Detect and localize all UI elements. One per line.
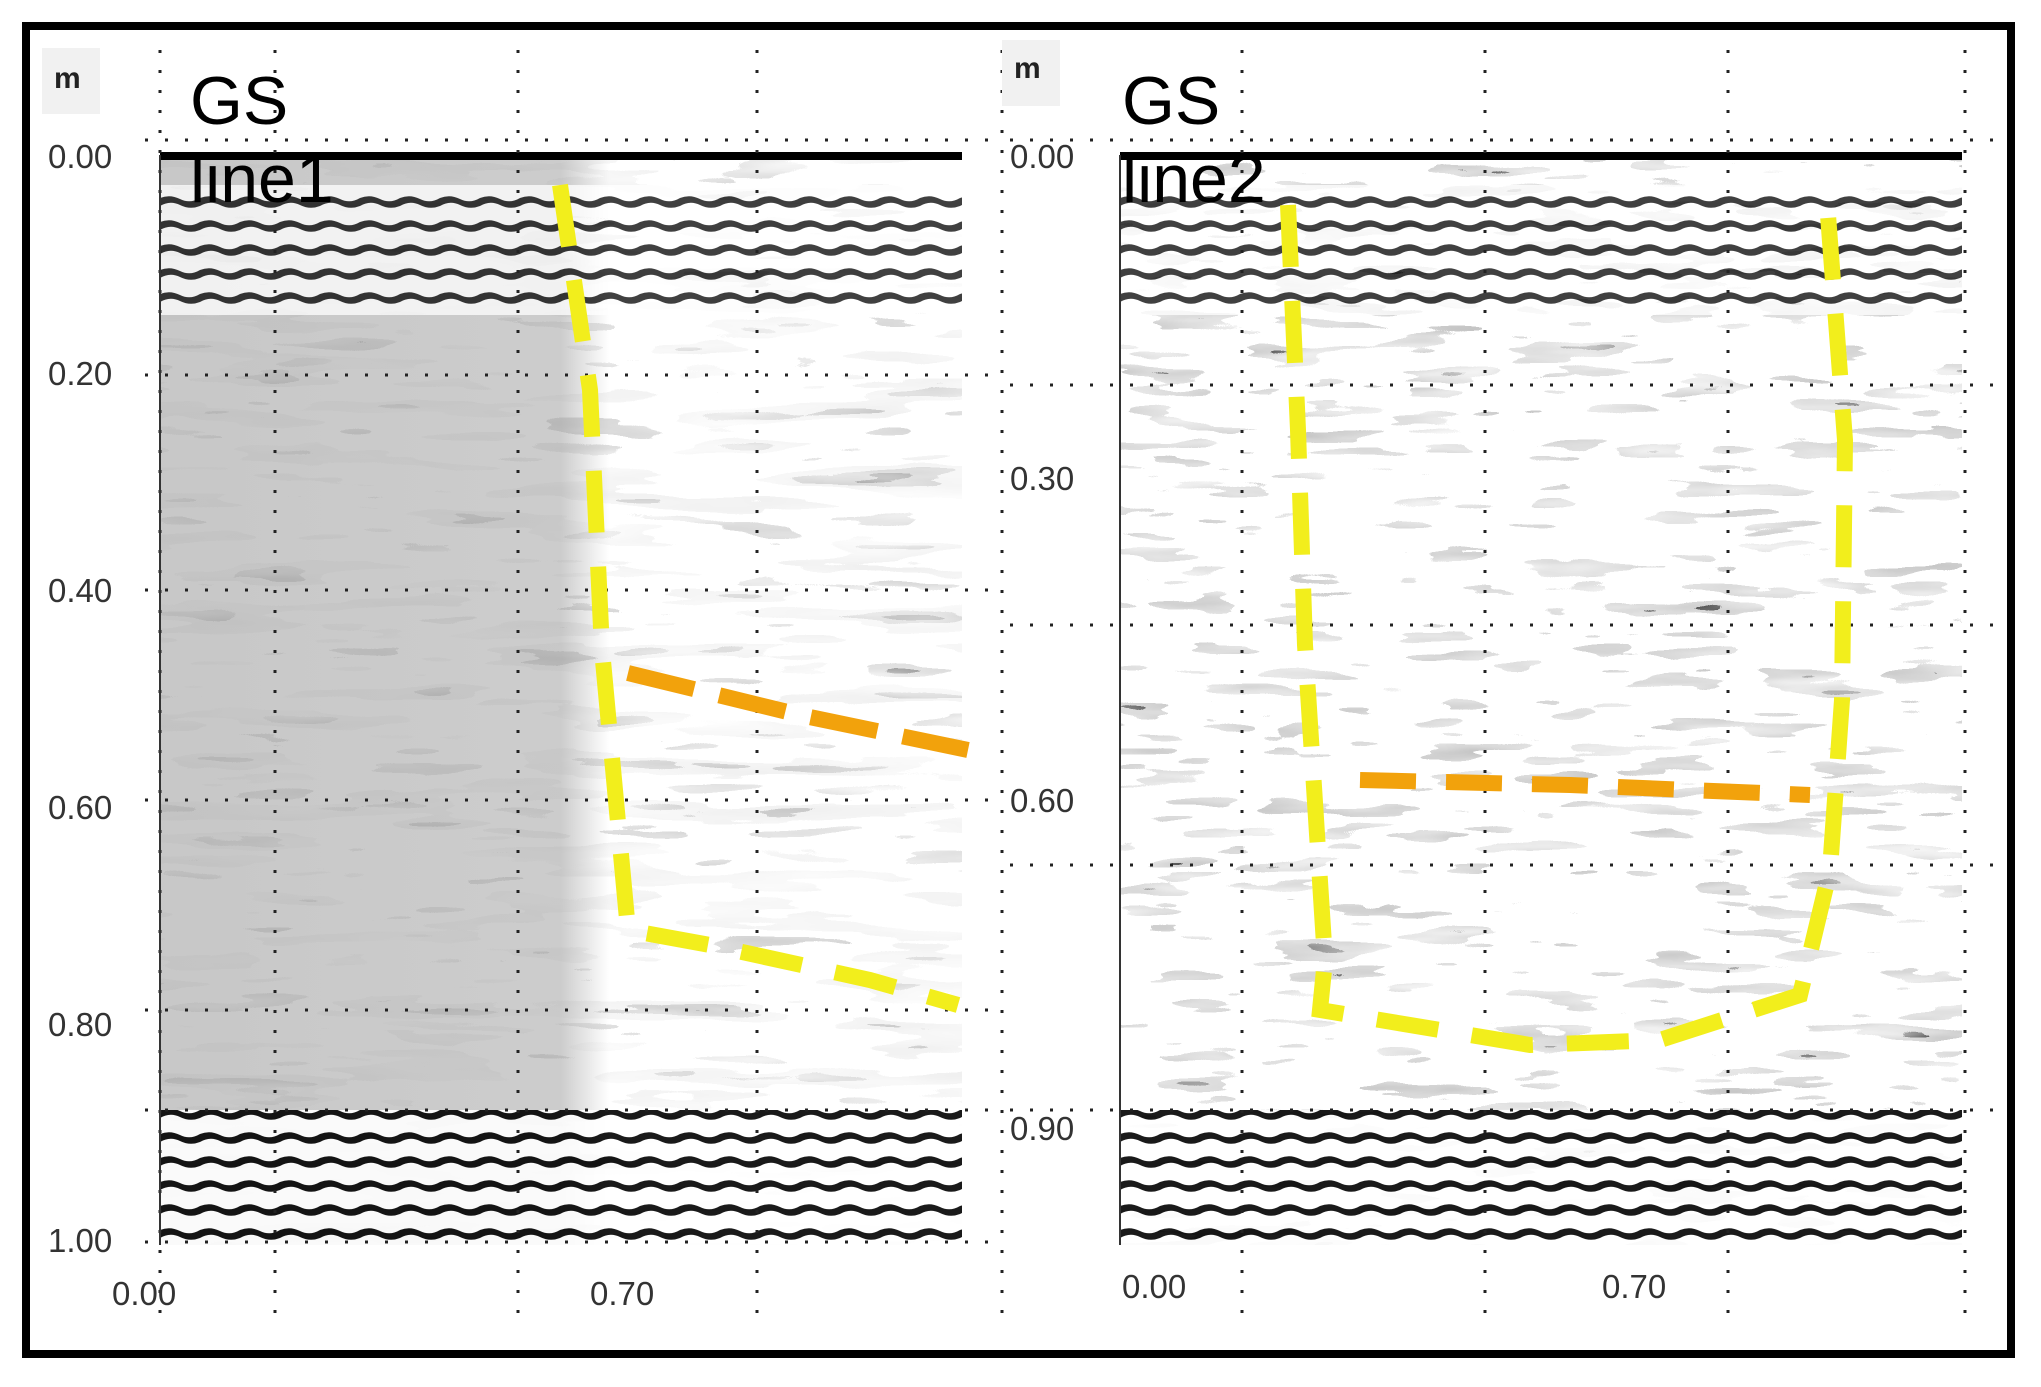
x-tick-label: 0.70 [590,1275,655,1312]
unit-box [1002,40,1060,106]
y-tick-label: 0.00 [1010,138,1075,175]
y-tick-label: 0.60 [48,789,113,826]
x-tick-label: 0.70 [1602,1268,1667,1305]
y-tick-label: 0.20 [48,355,113,392]
panel-title: GS line1 [190,63,334,217]
y-tick-label: 0.40 [48,572,113,609]
boundary-line-orange-1 [626,665,970,758]
axes [159,155,1121,1245]
y-tick-label: 0.00 [48,138,113,175]
boundaries-panel-2 [1280,204,1854,1054]
boundary-line-orange-2 [1359,772,1811,803]
y-tick-label: 1.00 [48,1222,113,1259]
x-tick-label: 0.00 [1122,1268,1187,1305]
unit-label: m [54,62,81,95]
boundary-line-yellow-2 [1280,204,1854,1054]
unit-label: m [1014,52,1041,85]
boundary-line-yellow-1 [552,183,961,1013]
radargram-2 [1120,152,1962,1245]
x-tick-label: 0.00 [112,1275,177,1312]
radargram-1 [160,152,962,1245]
y-tick-label: 0.80 [48,1006,113,1043]
unit-box [42,48,100,114]
y-tick-label: 0.30 [1010,460,1075,497]
panel-title: GS line2 [1122,63,1266,217]
y-tick-label: 0.60 [1010,782,1075,819]
boundaries-panel-1 [552,183,970,1013]
y-tick-label: 0.90 [1010,1110,1075,1147]
